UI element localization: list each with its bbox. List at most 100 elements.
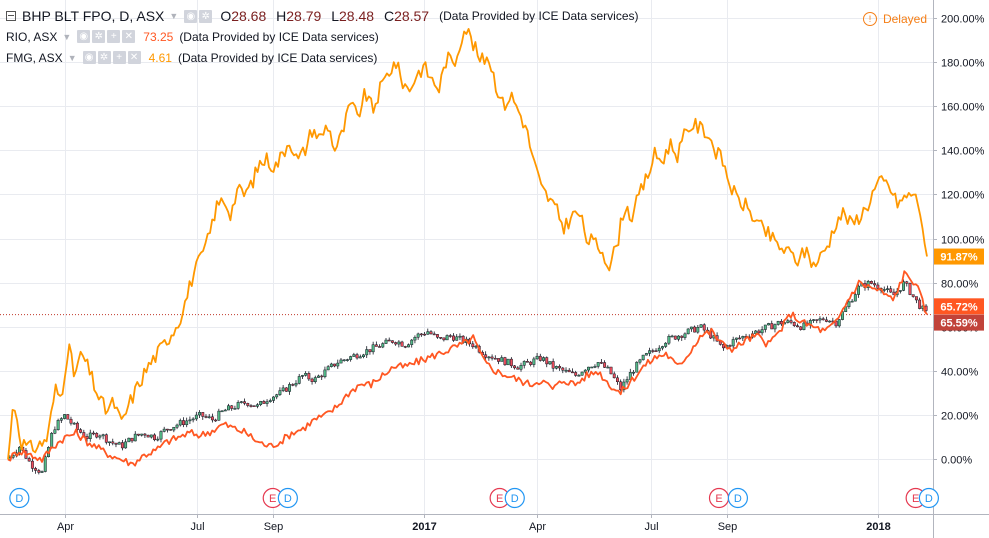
delayed-indicator[interactable]: ! Delayed: [862, 12, 927, 26]
collapse-legend-button[interactable]: [6, 11, 16, 21]
close-value: 28.57: [394, 8, 430, 24]
close-icon[interactable]: ✕: [122, 30, 136, 43]
plus-icon[interactable]: +: [112, 51, 126, 64]
candle-body: [342, 359, 346, 362]
earnings-marker[interactable]: E: [489, 487, 510, 509]
candle-body: [423, 333, 427, 336]
candle-body: [869, 281, 873, 284]
candle-body: [146, 434, 150, 438]
candle-body: [291, 384, 295, 386]
candle-body: [34, 468, 38, 471]
dividend-marker[interactable]: D: [727, 487, 749, 509]
candle-body: [313, 377, 317, 382]
candle-body: [452, 335, 455, 341]
chevron-down-icon[interactable]: ▼: [169, 11, 179, 21]
candle-body: [439, 337, 443, 339]
candle-body: [905, 281, 909, 284]
gear-icon[interactable]: ✲: [92, 30, 106, 43]
candle-body: [111, 441, 115, 444]
candle-body: [558, 366, 562, 369]
chart-legend: BHP BLT FPO, D, ASX ▼ ◉ ✲ O28.68 H28.79 …: [6, 6, 639, 68]
gear-icon[interactable]: ✲: [199, 9, 213, 23]
candle-body: [188, 419, 192, 422]
candle-body: [384, 339, 388, 344]
candle-body: [619, 381, 623, 391]
main-series-legend: BHP BLT FPO, D, ASX ▼ ◉ ✲ O28.68 H28.79 …: [6, 6, 639, 26]
x-axis[interactable]: Apr Jul Sep 2017 Apr Jul Sep 2018: [0, 514, 989, 533]
candle-body: [680, 335, 684, 338]
candle-body: [362, 354, 365, 357]
earnings-marker[interactable]: E: [708, 487, 730, 509]
event-marker-circle: [9, 487, 30, 509]
candle-body: [288, 384, 292, 392]
candle-body: [648, 350, 652, 354]
close-icon[interactable]: ✕: [127, 51, 141, 64]
candle-body: [175, 424, 179, 428]
candle-body: [821, 318, 825, 321]
candle-body: [249, 405, 253, 407]
candle-body: [220, 410, 224, 413]
candle-body: [609, 366, 613, 375]
candle-body: [673, 335, 677, 340]
dividend-marker[interactable]: D: [504, 487, 525, 509]
rio-symbol-label[interactable]: RIO, ASX: [6, 29, 58, 44]
candle-body: [455, 336, 459, 341]
chevron-down-icon[interactable]: ▼: [67, 52, 77, 63]
candle-body: [407, 344, 410, 348]
candle-body: [497, 358, 500, 362]
candle-body: [252, 405, 256, 407]
candle-body: [63, 414, 66, 419]
candle-body: [239, 401, 243, 403]
event-marker-circle: [918, 487, 939, 509]
candle-body: [789, 320, 793, 323]
delayed-label: Delayed: [882, 12, 927, 26]
candle-body: [246, 403, 250, 406]
candle-body: [731, 339, 735, 347]
candle-body: [259, 401, 263, 405]
candle-body: [56, 420, 60, 431]
y-tick-label: 160.00%: [941, 102, 985, 114]
candle-body: [201, 412, 205, 417]
candle-body: [358, 356, 362, 359]
candle-body: [435, 334, 439, 338]
candle-body: [796, 325, 799, 328]
candle-body: [763, 324, 767, 330]
fmg-symbol-label[interactable]: FMG, ASX: [6, 50, 63, 65]
eye-icon[interactable]: ◉: [77, 30, 91, 43]
y-axis[interactable]: 0.00%20.00%40.00%60.00%80.00%100.00%120.…: [933, 0, 985, 538]
low-value: 28.48: [339, 8, 375, 24]
candle-body: [149, 434, 153, 438]
candle-body: [693, 326, 697, 333]
dividend-marker[interactable]: D: [918, 487, 939, 509]
candle-body: [268, 400, 272, 402]
eye-icon[interactable]: ◉: [82, 51, 96, 64]
candle-body: [59, 418, 63, 421]
dividend-marker[interactable]: D: [277, 487, 298, 509]
candle-body: [410, 339, 414, 345]
candle-body: [40, 471, 44, 473]
plus-icon[interactable]: +: [107, 30, 121, 43]
chevron-down-icon[interactable]: ▼: [62, 31, 72, 42]
candle-body: [304, 373, 308, 376]
dividend-marker[interactable]: D: [9, 487, 30, 509]
candle-body: [812, 319, 815, 321]
candle-body: [599, 362, 603, 364]
candle-body: [297, 376, 301, 384]
candle-body: [272, 396, 275, 401]
open-key: O: [220, 8, 232, 24]
candle-body: [284, 387, 288, 392]
main-symbol-label[interactable]: BHP BLT FPO, D, ASX: [22, 8, 165, 24]
candle-body: [914, 296, 918, 301]
y-tick-label: 180.00%: [941, 58, 985, 70]
gear-icon[interactable]: ✲: [97, 51, 111, 64]
candle-body: [683, 333, 687, 338]
candle-body: [918, 299, 922, 309]
eye-icon[interactable]: ◉: [184, 9, 198, 23]
candle-body: [882, 289, 886, 291]
x-tick-label: Apr: [529, 521, 546, 533]
last-value-badge: [934, 248, 984, 265]
candle-body: [329, 363, 333, 367]
chart-grid: [0, 0, 933, 514]
